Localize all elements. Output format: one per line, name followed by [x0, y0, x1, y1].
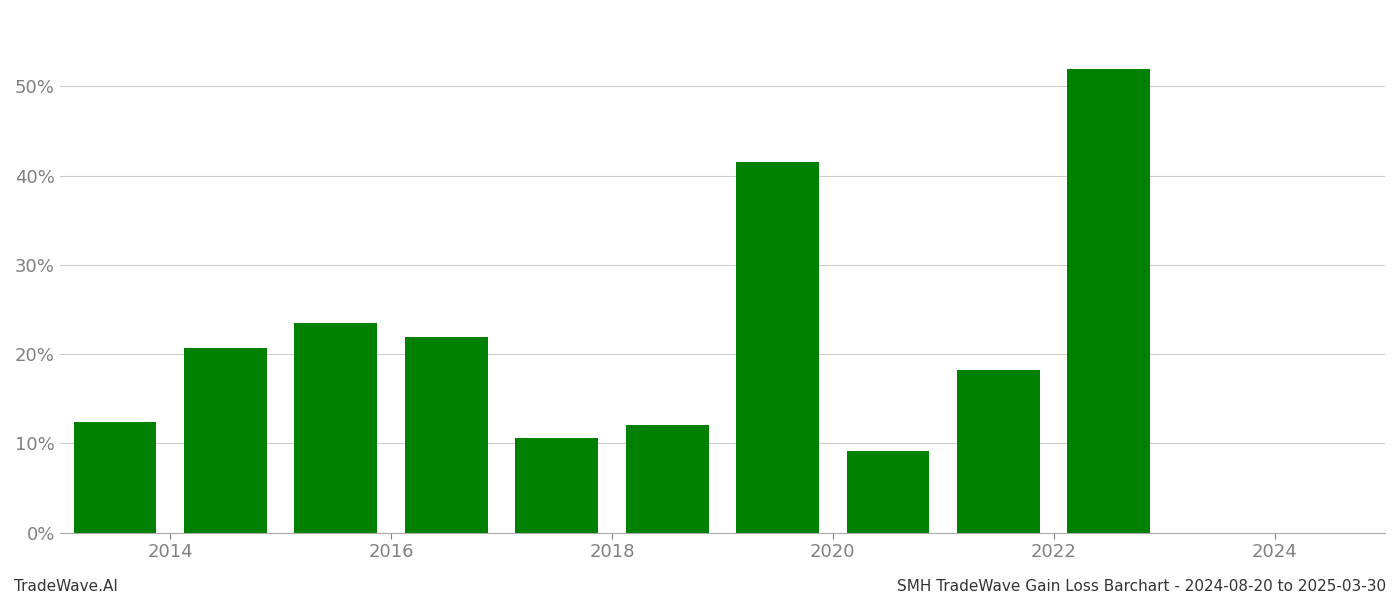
Bar: [626, 425, 708, 533]
Bar: [515, 438, 598, 533]
Text: SMH TradeWave Gain Loss Barchart - 2024-08-20 to 2025-03-30: SMH TradeWave Gain Loss Barchart - 2024-…: [897, 579, 1386, 594]
Bar: [74, 422, 157, 533]
Bar: [847, 451, 930, 533]
Text: TradeWave.AI: TradeWave.AI: [14, 579, 118, 594]
Bar: [294, 323, 377, 533]
Bar: [405, 337, 487, 533]
Bar: [1067, 70, 1151, 533]
Bar: [958, 370, 1040, 533]
Bar: [183, 348, 267, 533]
Bar: [736, 162, 819, 533]
